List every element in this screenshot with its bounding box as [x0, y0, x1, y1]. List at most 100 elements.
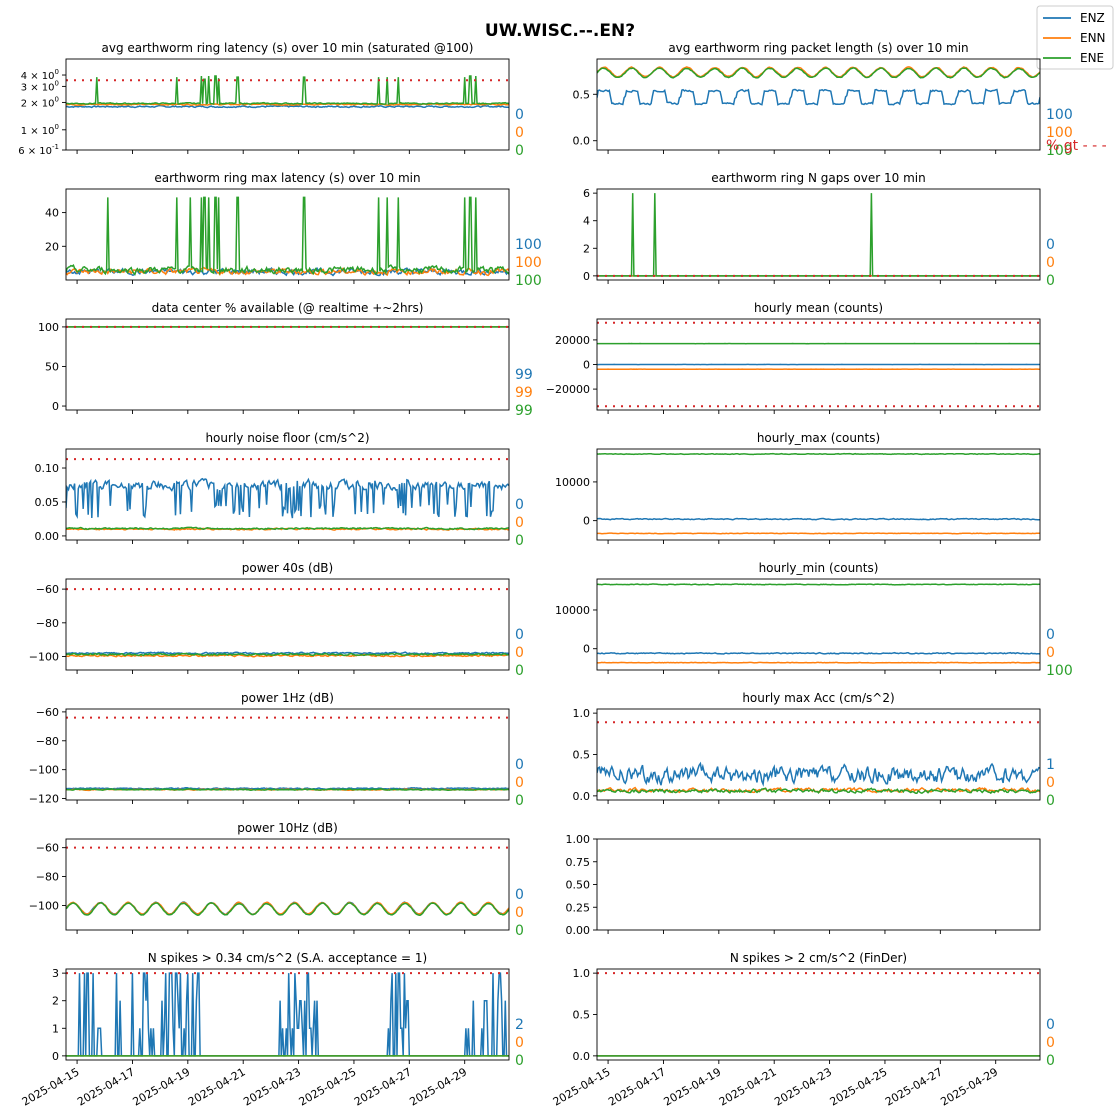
y-tick-label: −80 [36, 871, 59, 884]
y-tick-label: 0.10 [35, 462, 60, 475]
y-tick-label: 0.25 [566, 901, 591, 914]
axes-frame [65, 838, 510, 931]
percent-label-ENZ: 100 [515, 237, 542, 253]
figure-title: UW.WISC.--.EN? [485, 21, 635, 41]
y-tick-label: 4 [583, 215, 590, 228]
axes-frame [596, 448, 1041, 541]
axes-frame [65, 448, 510, 541]
panel-title: data center % available (@ realtime +~2h… [152, 301, 424, 315]
y-tick-label: 0 [583, 359, 590, 372]
x-tick-label: 2025-04-17 [606, 1065, 668, 1108]
y-tick-label: 2 [583, 242, 590, 255]
y-tick-label: 0.00 [35, 530, 60, 543]
percent-label-ENN: 0 [515, 645, 524, 661]
plot-area [597, 321, 1040, 408]
y-tick-label: 0.5 [573, 88, 591, 101]
percent-label-ENZ: 0 [1046, 237, 1055, 253]
y-tick-label: 0.5 [573, 1009, 591, 1022]
y-tick-label: 0.0 [573, 790, 591, 803]
y-tick-label: 0.05 [35, 496, 60, 509]
plot-area [66, 972, 509, 1057]
y-tick-label: 3 × 100 [21, 79, 59, 93]
y-tick-label: 0 [583, 270, 590, 283]
series-line-ENZ [66, 972, 509, 1057]
y-tick-label: −80 [36, 617, 59, 630]
y-tick-label: 2 [52, 995, 59, 1008]
panel-title: hourly noise floor (cm/s^2) [205, 431, 369, 445]
y-tick-label: −60 [36, 842, 59, 855]
percent-label-ENZ: 100 [1046, 107, 1073, 123]
percent-label-ENN: 0 [515, 515, 524, 531]
percent-label-ENE: 0 [515, 1053, 524, 1069]
axes-frame [65, 58, 510, 151]
panel-noise_floor: hourly noise floor (cm/s^2) 0.00 0.05 0.10 0… [35, 431, 524, 549]
y-tick-label: 6 × 10-1 [18, 143, 59, 157]
panel-title: earthworm ring N gaps over 10 min [711, 171, 925, 185]
percent-label-ENE: 0 [1046, 793, 1055, 809]
panel-title: power 40s (dB) [242, 561, 333, 575]
x-tick-label: 2025-04-21 [717, 1065, 779, 1108]
x-tick-label: 2025-04-25 [828, 1065, 890, 1108]
series-line-ENZ [66, 477, 509, 519]
axes-frame [65, 318, 510, 411]
threshold-note: % gt - - - [1046, 138, 1107, 154]
plot-area [597, 972, 1040, 1057]
x-tick-label: 2025-04-29 [938, 1065, 1000, 1108]
series-line-ENN [597, 532, 1040, 535]
axes-frame [65, 188, 510, 281]
panel-n_gaps: earthworm ring N gaps over 10 min 0 2 4 6 0 0 0 [583, 171, 1055, 289]
panel-max_latency: earthworm ring max latency (s) over 10 m… [45, 171, 542, 289]
y-tick-label: 0 [52, 400, 59, 413]
panel-title: N spikes > 2 cm/s^2 (FinDer) [730, 951, 907, 965]
axes-frame [596, 578, 1041, 671]
legend-label: ENN [1080, 31, 1106, 45]
panel-title: earthworm ring max latency (s) over 10 m… [154, 171, 420, 185]
series-line-ENZ [597, 761, 1040, 787]
percent-label-ENN: 0 [1046, 775, 1055, 791]
percent-label-ENN: 0 [515, 905, 524, 921]
y-tick-label: 0 [52, 1050, 59, 1063]
panel-spikes034: N spikes > 0.34 cm/s^2 (S.A. acceptance … [20, 951, 524, 1109]
percent-label-ENN: 100 [515, 255, 542, 271]
percent-label-ENN: 0 [515, 125, 524, 141]
panel-title: hourly max Acc (cm/s^2) [742, 691, 894, 705]
figure-legend: ENZ ENN ENE [1036, 5, 1114, 70]
y-tick-label: 0.0 [573, 135, 591, 148]
y-tick-label: −60 [36, 706, 59, 719]
y-tick-label: 10000 [555, 604, 590, 617]
x-tick-label: 2025-04-17 [75, 1065, 137, 1108]
y-tick-label: 1.00 [566, 833, 591, 846]
series-line-ENE [66, 196, 509, 276]
x-tick-label: 2025-04-23 [241, 1065, 303, 1108]
axes-frame [596, 188, 1041, 281]
series-line-ENE [597, 66, 1040, 79]
x-tick-label: 2025-04-21 [186, 1065, 248, 1108]
panel-spikes2: N spikes > 2 cm/s^2 (FinDer) 0.0 0.5 1.0 202… [551, 951, 1055, 1109]
percent-label-ENE: 0 [515, 793, 524, 809]
series-line-ENE [66, 902, 509, 917]
plot-area [597, 452, 1040, 535]
panel-power1hz: power 1Hz (dB) −120 −100 −80 −60 0 0 0 [29, 691, 524, 809]
series-line-ENE [597, 193, 1040, 277]
y-tick-label: 0 [583, 643, 590, 656]
axes-frame [596, 838, 1041, 931]
percent-label-ENZ: 0 [1046, 1017, 1055, 1033]
percent-label-ENE: 100 [1046, 663, 1073, 679]
y-tick-label: −100 [29, 764, 59, 777]
percent-label-ENN: 100 [1046, 125, 1073, 141]
panel-title: avg earthworm ring latency (s) over 10 m… [102, 41, 474, 55]
panel-power40s: power 40s (dB) −100 −80 −60 0 0 0 [29, 561, 524, 679]
y-tick-label: −20000 [546, 383, 590, 396]
plot-area [66, 846, 509, 917]
percent-label-ENN: 0 [515, 1035, 524, 1051]
percent-label-ENZ: 0 [515, 497, 524, 513]
panel-title: hourly_max (counts) [757, 431, 880, 445]
plot-area [597, 583, 1040, 664]
y-tick-label: 1.0 [573, 967, 591, 980]
y-tick-label: 1 × 100 [21, 123, 59, 137]
percent-label-ENZ: 0 [515, 757, 524, 773]
percent-label-ENN: 0 [1046, 1035, 1055, 1051]
y-tick-label: 6 [583, 187, 590, 200]
series-line-ENE [597, 452, 1040, 456]
series-line-ENZ [597, 651, 1040, 655]
